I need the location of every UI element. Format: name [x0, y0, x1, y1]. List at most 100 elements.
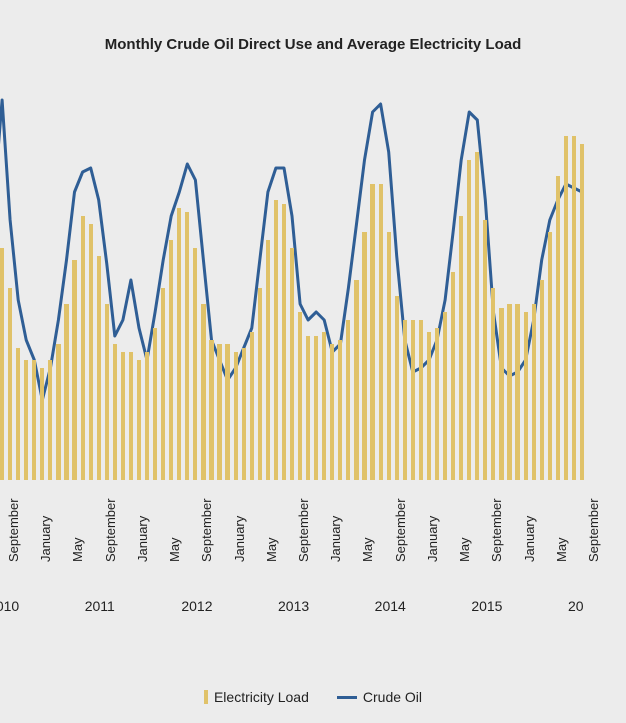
bar [153, 328, 157, 480]
x-month-label: May [360, 537, 375, 562]
bar [524, 312, 528, 480]
bar [290, 248, 294, 480]
bar [540, 280, 544, 480]
bar [338, 340, 342, 480]
bar [515, 304, 519, 480]
x-month-label: September [296, 498, 311, 562]
bar [507, 304, 511, 480]
x-year-label: 2011 [85, 598, 115, 614]
bar [72, 260, 76, 480]
bar [330, 344, 334, 480]
bar [137, 360, 141, 480]
bar [266, 240, 270, 480]
legend: Electricity Load Crude Oil [0, 688, 626, 706]
x-month-label: January [522, 516, 537, 562]
plot-area [0, 80, 588, 480]
legend-item: Electricity Load [204, 689, 309, 705]
x-month-label: September [103, 498, 118, 562]
bar [298, 312, 302, 480]
bar [217, 344, 221, 480]
x-month-label: September [6, 498, 21, 562]
x-year-label: 2010 [0, 598, 19, 614]
x-month-label: January [232, 516, 247, 562]
bar [395, 296, 399, 480]
bar [169, 240, 173, 480]
x-month-label: May [554, 537, 569, 562]
legend-swatch-bar [204, 690, 208, 704]
x-month-label: May [457, 537, 472, 562]
chart-title: Monthly Crude Oil Direct Use and Average… [0, 36, 626, 53]
bar [459, 216, 463, 480]
x-month-label: September [586, 498, 601, 562]
legend-label: Electricity Load [214, 689, 309, 705]
bar [443, 312, 447, 480]
x-month-label: January [425, 516, 440, 562]
bar [451, 272, 455, 480]
x-month-label: January [135, 516, 150, 562]
bar [185, 212, 189, 480]
bar [314, 336, 318, 480]
bar [24, 360, 28, 480]
bar [427, 332, 431, 480]
bar [89, 224, 93, 480]
bar [0, 248, 4, 480]
bar [145, 352, 149, 480]
bar [467, 160, 471, 480]
x-month-label: January [328, 516, 343, 562]
bar [532, 304, 536, 480]
bar [8, 288, 12, 480]
bar [161, 288, 165, 480]
bar [225, 344, 229, 480]
bar [121, 352, 125, 480]
bar [193, 248, 197, 480]
bar [242, 348, 246, 480]
bar [499, 308, 503, 480]
x-month-label: May [264, 537, 279, 562]
bar [81, 216, 85, 480]
bar [177, 208, 181, 480]
x-year-label: 2015 [471, 598, 502, 614]
bar [322, 332, 326, 480]
x-axis-labels: September January May September January May Se… [0, 480, 588, 680]
legend-swatch-line [337, 696, 357, 699]
bar [64, 304, 68, 480]
legend-item: Crude Oil [337, 689, 422, 705]
bar [250, 332, 254, 480]
x-year-label: 2013 [278, 598, 309, 614]
bar [370, 184, 374, 480]
bar [346, 320, 350, 480]
bar [411, 320, 415, 480]
bar [48, 360, 52, 480]
bar [580, 144, 584, 480]
bar [258, 288, 262, 480]
x-month-label: May [167, 537, 182, 562]
x-month-label: September [199, 498, 214, 562]
bar [379, 184, 383, 480]
bar [97, 256, 101, 480]
bar [483, 220, 487, 480]
bar [209, 340, 213, 480]
bar [274, 200, 278, 480]
bar [32, 360, 36, 480]
bar [56, 344, 60, 480]
bar [16, 348, 20, 480]
bar [572, 136, 576, 480]
x-month-label: January [38, 516, 53, 562]
bar [201, 304, 205, 480]
bar [435, 328, 439, 480]
bar [105, 304, 109, 480]
x-year-label: 20 [568, 598, 584, 614]
bar [354, 280, 358, 480]
bar [40, 368, 44, 480]
bar [491, 288, 495, 480]
bar [362, 232, 366, 480]
bar [419, 320, 423, 480]
bar [564, 136, 568, 480]
x-month-label: September [489, 498, 504, 562]
x-month-label: September [393, 498, 408, 562]
chart-container: Monthly Crude Oil Direct Use and Average… [0, 0, 626, 723]
bar [387, 232, 391, 480]
x-year-label: 2014 [375, 598, 406, 614]
bar [113, 344, 117, 480]
bar [129, 352, 133, 480]
